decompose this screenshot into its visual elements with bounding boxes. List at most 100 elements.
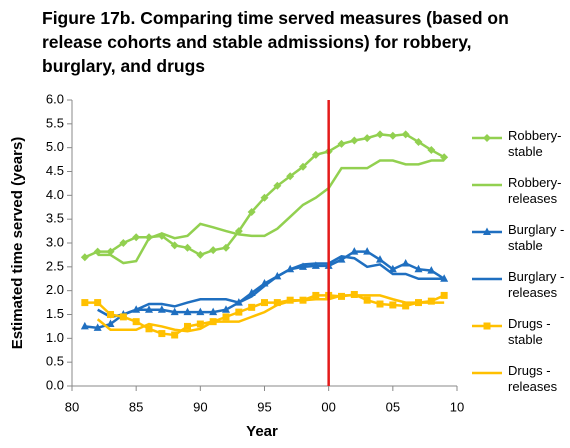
y-tick-label: 2.5 (46, 258, 64, 273)
point (350, 136, 359, 145)
point (273, 299, 281, 307)
x-tick-label: 10 (450, 399, 464, 414)
point (93, 247, 102, 256)
point (299, 262, 307, 270)
point (157, 305, 166, 313)
x-tick-label: 90 (193, 399, 207, 414)
series-line (97, 159, 445, 265)
point (222, 243, 230, 252)
point (119, 239, 128, 247)
point (94, 299, 102, 307)
series-line (96, 294, 445, 333)
point (350, 247, 359, 255)
legend-label: Burglary - stable (508, 222, 565, 253)
x-tick-label: 05 (386, 399, 400, 414)
point (388, 131, 397, 140)
legend-label: Robbery- stable (508, 128, 562, 159)
point (247, 208, 256, 217)
point (376, 130, 384, 139)
point (401, 130, 410, 139)
point (363, 296, 371, 304)
legend-entry: Robbery- stable (470, 128, 565, 175)
y-tick-label: 3.0 (46, 234, 64, 249)
point (299, 162, 307, 171)
point (93, 323, 102, 331)
point (196, 320, 204, 328)
legend-swatch (472, 277, 502, 281)
point (261, 299, 268, 307)
series-line (97, 255, 445, 319)
point (311, 150, 320, 159)
point (222, 305, 230, 313)
point (158, 330, 166, 338)
point (414, 264, 423, 273)
legend-label: Robbery- releases (508, 175, 562, 206)
point (337, 139, 346, 148)
legend-swatch (472, 134, 502, 142)
point (363, 134, 372, 143)
point (260, 193, 269, 202)
y-tick-label: 4.5 (46, 163, 64, 178)
legend: Robbery- stable Robbery- releases Burglary… (470, 128, 565, 410)
point (483, 322, 491, 330)
point (107, 311, 114, 318)
y-axis-label: Estimated time served (years) (9, 137, 26, 350)
x-axis-label: Year (246, 423, 278, 440)
point (427, 266, 436, 274)
point (286, 172, 295, 181)
point (184, 322, 191, 330)
legend-label: Drugs - stable (508, 316, 551, 347)
point (222, 313, 230, 321)
y-tick-label: 4.0 (46, 187, 64, 202)
point (132, 233, 141, 242)
point (312, 291, 320, 299)
point (170, 241, 179, 250)
point (440, 153, 449, 162)
point (376, 255, 384, 263)
point (483, 134, 491, 142)
point (273, 181, 282, 190)
legend-swatch (472, 371, 502, 375)
point (311, 261, 320, 269)
chart-title: Figure 17b. Comparing time served measur… (42, 8, 509, 76)
y-tick-label: 0.0 (46, 377, 64, 392)
legend-entry: Drugs - stable (470, 316, 565, 363)
point (132, 318, 140, 326)
x-tick-label: 95 (257, 399, 271, 414)
point (248, 303, 256, 311)
point (119, 313, 127, 321)
point (440, 291, 448, 299)
point (145, 325, 153, 333)
point (170, 307, 179, 316)
point (106, 319, 115, 328)
point (427, 297, 435, 305)
y-tick-label: 6.0 (46, 91, 64, 106)
y-tick-label: 1.5 (46, 306, 64, 321)
point (414, 137, 423, 146)
point (388, 264, 397, 273)
point (183, 243, 192, 252)
point (81, 299, 89, 307)
legend-swatch (472, 322, 502, 330)
point (402, 302, 410, 310)
point (196, 250, 205, 259)
y-tick-label: 2.0 (46, 282, 64, 297)
point (80, 321, 89, 330)
legend-label: Drugs - releases (508, 363, 558, 394)
point (145, 305, 153, 313)
legend-entry: Robbery- releases (470, 175, 565, 222)
series-line (84, 250, 445, 330)
point (209, 246, 218, 255)
point (80, 253, 89, 262)
legend-entry: Drugs - releases (470, 363, 565, 410)
legend-swatch (472, 183, 502, 187)
x-tick-label: 85 (129, 399, 143, 414)
legend-entry: Burglary - releases (470, 269, 565, 316)
legend-swatch (472, 227, 502, 235)
point (376, 300, 384, 308)
y-tick-label: 0.5 (46, 354, 64, 369)
y-tick-label: 5.5 (46, 115, 64, 130)
point (235, 308, 243, 316)
